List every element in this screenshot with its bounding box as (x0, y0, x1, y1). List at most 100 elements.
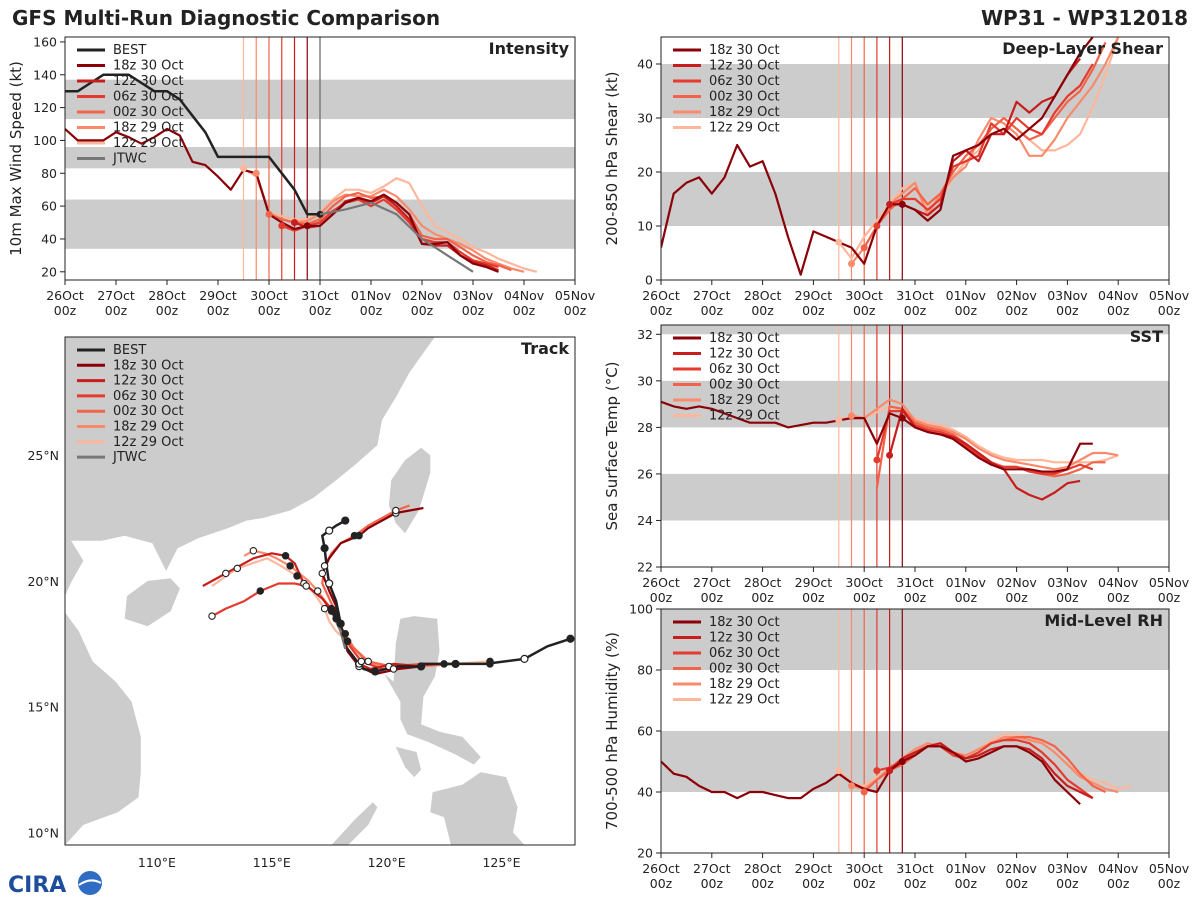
best-track-marker (325, 579, 334, 588)
y-tick-label: 80 (41, 166, 57, 181)
init-point (265, 210, 273, 218)
x-tick-hour: 00z (650, 590, 673, 605)
x-tick-date: 03Nov (453, 288, 494, 303)
plot-area (65, 73, 538, 273)
best-track-marker (566, 634, 575, 643)
best-track-marker (320, 544, 329, 553)
x-tick-hour: 00z (802, 590, 825, 605)
forecast-track (243, 549, 490, 668)
rh-chart: 2040608010026Oct00z27Oct00z28Oct00z29Oct… (603, 602, 1190, 892)
forecast-track-marker (233, 564, 242, 573)
intensity-chart: 2040608010012014016026Oct00z27Oct00z28Oc… (7, 34, 596, 318)
x-tick-hour: 00z (1005, 303, 1028, 318)
x-tick-hour: 00z (1005, 590, 1028, 605)
forecast-track-marker (320, 562, 329, 570)
visayas-islands (430, 772, 525, 845)
forecast-track-marker (249, 547, 258, 555)
x-tick-date: 27Oct (97, 288, 135, 303)
y-tick-label: 100 (33, 133, 57, 148)
lon-tick-label: 125°E (482, 855, 520, 870)
x-tick-hour: 00z (1158, 590, 1181, 605)
x-tick-hour: 00z (650, 876, 673, 891)
cira-globe-icon (78, 871, 102, 895)
init-point (873, 767, 881, 775)
legend-label: 12z 29 Oct (709, 121, 780, 136)
x-tick-date: 26Oct (46, 288, 84, 303)
y-tick-label: 20 (637, 165, 653, 180)
page-title: GFS Multi-Run Diagnostic Comparison (12, 6, 441, 30)
best-track (321, 519, 571, 673)
x-tick-date: 28Oct (744, 861, 782, 876)
legend-label: 18z 30 Oct (113, 358, 184, 373)
x-tick-hour: 00z (1158, 876, 1181, 891)
forecast-track-marker (256, 587, 265, 595)
legend-label: 06z 30 Oct (113, 389, 184, 404)
forecast-track-marker (343, 637, 352, 646)
series-line (661, 400, 1093, 473)
x-tick-hour: 00z (309, 303, 332, 318)
init-point (835, 416, 843, 424)
y-tick-label: 10 (637, 219, 653, 234)
x-tick-date: 03Nov (1047, 288, 1088, 303)
y-tick-label: 20 (41, 264, 57, 279)
x-tick-date: 04Nov (1098, 288, 1139, 303)
x-tick-date: 01Nov (946, 288, 987, 303)
x-tick-date: 05Nov (1149, 575, 1190, 590)
x-tick-date: 30Oct (845, 575, 883, 590)
series-line (255, 172, 525, 273)
forecast-track-marker (392, 506, 400, 515)
y-tick-label: 100 (629, 602, 653, 617)
x-tick-date: 02Nov (996, 575, 1037, 590)
y-tick-label: 120 (33, 100, 57, 115)
x-tick-date: 31Oct (896, 288, 934, 303)
y-axis-label: 10m Max Wind Speed (kt) (7, 61, 25, 256)
x-tick-hour: 00z (513, 303, 536, 318)
legend-label: 18z 30 Oct (709, 331, 780, 346)
init-point (291, 219, 298, 227)
init-point (860, 244, 868, 252)
x-tick-hour: 00z (701, 303, 724, 318)
forecast-track-marker (313, 587, 322, 595)
series-line (281, 198, 499, 268)
panel-title: Mid-Level RH (1044, 611, 1163, 630)
mindoro-island (395, 746, 422, 778)
lon-tick-label: 120°E (368, 855, 406, 870)
best-track-marker (371, 667, 380, 676)
x-tick-date: 01Nov (946, 861, 987, 876)
shade-band (661, 325, 1169, 335)
x-tick-date: 26Oct (642, 575, 680, 590)
x-tick-date: 02Nov (996, 288, 1037, 303)
forecast-track-marker (293, 572, 301, 580)
x-tick-date: 05Nov (555, 288, 596, 303)
x-tick-date: 04Nov (1098, 861, 1139, 876)
panel-title: Track (521, 339, 569, 358)
y-tick-label: 24 (637, 513, 653, 528)
y-tick-label: 160 (33, 34, 57, 49)
x-tick-hour: 00z (564, 303, 587, 318)
init-point (848, 412, 855, 420)
shade-band (661, 609, 1169, 670)
init-point (873, 456, 881, 464)
series-line (661, 745, 1081, 805)
legend-label: 18z 29 Oct (113, 121, 184, 136)
init-point (303, 222, 311, 230)
indochina-coast (65, 530, 141, 845)
forecast-track-marker (350, 531, 359, 540)
init-point (898, 200, 906, 208)
legend-label: 18z 29 Oct (113, 420, 184, 435)
best-track-line (65, 73, 320, 216)
legend-label: 00z 30 Oct (113, 105, 184, 120)
shade-band (661, 64, 1169, 118)
x-tick-date: 03Nov (1047, 575, 1088, 590)
x-tick-hour: 00z (1158, 303, 1181, 318)
x-tick-date: 26Oct (642, 288, 680, 303)
legend-label: 12z 30 Oct (113, 374, 184, 389)
legend-label: 00z 30 Oct (709, 662, 780, 677)
forecast-track-marker (208, 612, 216, 620)
init-point (898, 414, 906, 422)
init-point (886, 451, 894, 459)
x-tick-date: 05Nov (1149, 288, 1190, 303)
x-tick-hour: 00z (54, 303, 77, 318)
legend-label: 00z 30 Oct (113, 404, 184, 419)
x-tick-hour: 00z (701, 876, 724, 891)
